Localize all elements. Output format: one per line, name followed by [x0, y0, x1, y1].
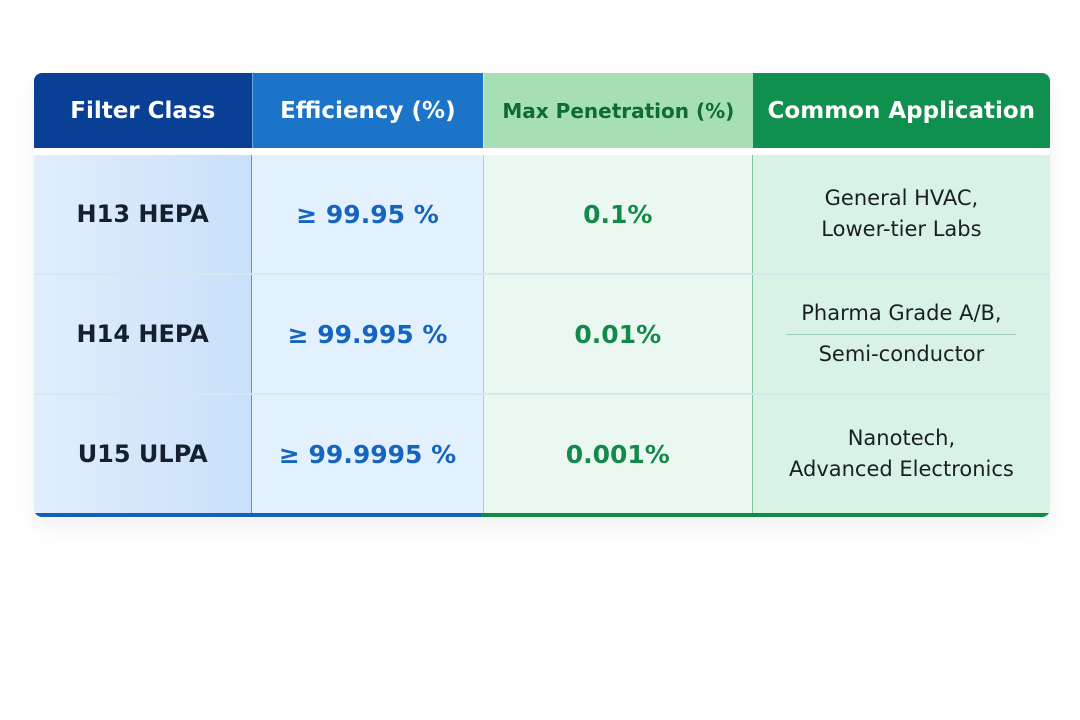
filter-comparison-table: Filter Class Efficiency (%) Max Penetrat…	[34, 73, 1050, 517]
divider	[786, 333, 1017, 335]
table-row: H14 HEPA ≥ 99.995 % 0.01% Pharma Grade A…	[34, 275, 1050, 395]
cell-application: General HVAC, Lower-tier Labs	[751, 155, 1050, 273]
cell-efficiency: ≥ 99.95 %	[251, 155, 483, 273]
application-line: General HVAC,	[824, 185, 979, 210]
cell-filter-class: H13 HEPA	[34, 155, 252, 273]
cell-max-penetration: 0.1%	[482, 155, 752, 273]
cell-application: Pharma Grade A/B, Semi-conductor	[751, 275, 1050, 393]
header-filter-class: Filter Class	[34, 73, 252, 148]
application-line: Nanotech,	[847, 425, 956, 450]
table-header: Filter Class Efficiency (%) Max Penetrat…	[34, 73, 1050, 148]
application-line: Semi-conductor	[818, 341, 985, 366]
cell-application: Nanotech, Advanced Electronics	[751, 395, 1050, 513]
table-row: U15 ULPA ≥ 99.9995 % 0.001% Nanotech, Ad…	[34, 395, 1050, 517]
header-common-application: Common Application	[752, 73, 1050, 148]
table-row: H13 HEPA ≥ 99.95 % 0.1% General HVAC, Lo…	[34, 155, 1050, 275]
application-line: Advanced Electronics	[789, 457, 1014, 481]
cell-filter-class: H14 HEPA	[34, 275, 252, 393]
cell-filter-class: U15 ULPA	[34, 395, 252, 513]
cell-max-penetration: 0.01%	[482, 275, 752, 393]
cell-efficiency: ≥ 99.9995 %	[251, 395, 483, 513]
cell-efficiency: ≥ 99.995 %	[251, 275, 483, 393]
application-line: Lower-tier Labs	[821, 217, 982, 241]
cell-max-penetration: 0.001%	[482, 395, 752, 513]
header-efficiency: Efficiency (%)	[251, 73, 484, 148]
application-line: Pharma Grade A/B,	[801, 301, 1002, 325]
header-max-penetration: Max Penetration (%)	[483, 73, 753, 148]
